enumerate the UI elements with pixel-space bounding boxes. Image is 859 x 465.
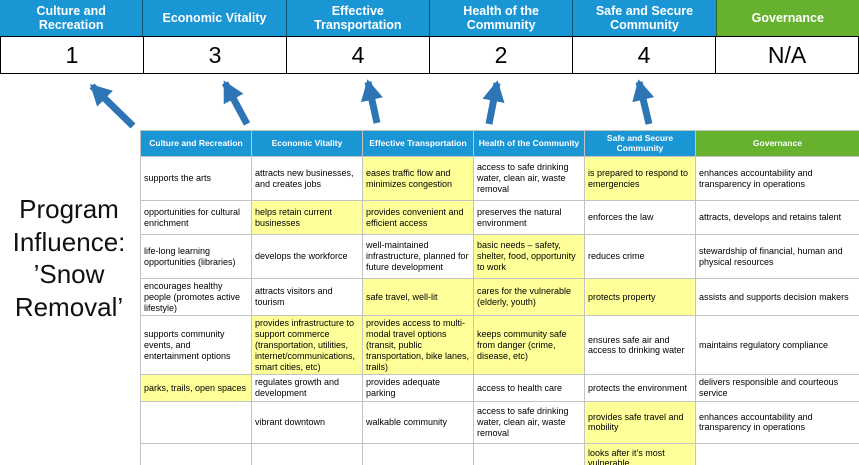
category-header-economic-vitality: Economic Vitality — [142, 0, 286, 36]
matrix-row-3: life-long learning opportunities (librar… — [140, 234, 859, 279]
matrix-row-8: looks after it's most vulnerable — [140, 442, 859, 465]
matrix-cell: develops the workforce — [251, 234, 363, 279]
matrix-row-6: parks, trails, open spaces regulates grow… — [140, 374, 859, 402]
matrix-cell: enhances accountability and transparency… — [695, 400, 859, 444]
matrix-cell: helps retain current businesses — [251, 200, 363, 235]
matrix-body: supports the arts attracts new businesses… — [140, 156, 859, 465]
matrix-cell: protects the environment — [584, 374, 696, 402]
up-arrow-icon — [632, 79, 655, 125]
matrix-cell — [140, 400, 252, 444]
category-score-effective-transportation: 4 — [287, 36, 430, 74]
matrix-cell: regulates growth and development — [251, 374, 363, 402]
matrix-cell: protects property — [584, 277, 696, 317]
summary-score-row: 1 3 4 2 4 N/A — [0, 36, 859, 74]
matrix-cell: attracts, develops and retains talent — [695, 200, 859, 235]
matrix-cell — [251, 442, 363, 465]
matrix-cell — [362, 442, 474, 465]
matrix-cell: enhances accountability and transparency… — [695, 156, 859, 201]
matrix-row-7: vibrant downtown walkable community access… — [140, 400, 859, 444]
category-header-safe-and-secure-community: Safe and Secure Community — [572, 0, 716, 36]
influence-matrix: Culture and Recreation Economic Vitality E… — [140, 130, 859, 465]
matrix-cell: parks, trails, open spaces — [140, 374, 252, 402]
matrix-row-5: supports community events, and entertain… — [140, 315, 859, 376]
program-label-line: Program — [19, 194, 119, 224]
matrix-cell: basic needs – safety, shelter, food, opp… — [473, 234, 585, 279]
matrix-cell: ensures safe air and access to drinking … — [584, 315, 696, 376]
matrix-cell: keeps community safe from danger (crime,… — [473, 315, 585, 376]
matrix-cell: assists and supports decision makers — [695, 277, 859, 317]
summary-header-row: Culture and Recreation Economic Vitality E… — [0, 0, 859, 36]
matrix-cell: supports the arts — [140, 156, 252, 201]
matrix-cell: provides safe travel and mobility — [584, 400, 696, 444]
matrix-cell: eases traffic flow and minimizes congest… — [362, 156, 474, 201]
matrix-header-row: Culture and Recreation Economic Vitality E… — [140, 130, 859, 157]
category-header-effective-transportation: Effective Transportation — [285, 0, 429, 36]
category-score-safe-and-secure-community: 4 — [573, 36, 716, 74]
matrix-header-governance: Governance — [695, 130, 859, 157]
category-score-health-of-the-community: 2 — [430, 36, 573, 74]
program-label-line: Removal’ — [14, 291, 124, 322]
matrix-cell: is prepared to respond to emergencies — [584, 156, 696, 201]
up-arrow-icon — [360, 79, 383, 124]
program-influence-label: Program Influence: ’Snow Removal’ — [0, 193, 138, 323]
matrix-header-culture-and-recreation: Culture and Recreation — [140, 130, 252, 157]
matrix-cell: reduces crime — [584, 234, 696, 279]
matrix-cell: access to safe drinking water, clean air… — [473, 156, 585, 201]
category-score-governance: N/A — [716, 36, 859, 74]
category-score-culture-and-recreation: 1 — [0, 36, 144, 74]
matrix-row-1: supports the arts attracts new businesses… — [140, 156, 859, 201]
matrix-cell: maintains regulatory compliance — [695, 315, 859, 376]
matrix-cell — [695, 442, 859, 465]
matrix-header-safe-and-secure-community: Safe and Secure Community — [584, 130, 696, 157]
program-label-line: Influence: — [12, 226, 126, 257]
matrix-cell: cares for the vulnerable (elderly, youth… — [473, 277, 585, 317]
matrix-cell: stewardship of financial, human and phys… — [695, 234, 859, 279]
up-arrow-icon — [221, 80, 251, 126]
matrix-row-4: encourages healthy people (promotes acti… — [140, 277, 859, 317]
up-arrow-icon — [89, 83, 136, 129]
category-header-culture-and-recreation: Culture and Recreation — [0, 0, 143, 36]
matrix-cell: supports community events, and entertain… — [140, 315, 252, 376]
matrix-cell: provides adequate parking — [362, 374, 474, 402]
category-header-health-of-the-community: Health of the Community — [428, 0, 573, 36]
matrix-cell: walkable community — [362, 400, 474, 444]
matrix-cell: access to health care — [473, 374, 585, 402]
matrix-cell: provides infrastructure to support comme… — [251, 315, 363, 376]
matrix-cell: well-maintained infrastructure, planned … — [362, 234, 474, 279]
matrix-cell: life-long learning opportunities (librar… — [140, 234, 252, 279]
matrix-cell: delivers responsible and courteous servi… — [695, 374, 859, 402]
arrows-layer — [89, 79, 655, 129]
matrix-row-2: opportunities for cultural enrichment hel… — [140, 200, 859, 235]
matrix-cell: looks after it's most vulnerable — [584, 442, 696, 465]
matrix-header-economic-vitality: Economic Vitality — [251, 130, 363, 157]
matrix-cell — [140, 442, 252, 465]
matrix-cell: attracts visitors and tourism — [251, 277, 363, 317]
matrix-cell: opportunities for cultural enrichment — [140, 200, 252, 235]
program-label-line: ’Snow — [33, 259, 105, 289]
matrix-cell: provides access to multi-modal travel op… — [362, 315, 474, 376]
matrix-cell: provides convenient and efficient access — [362, 200, 474, 235]
matrix-cell: access to safe drinking water, clean air… — [473, 400, 585, 444]
category-header-governance: Governance — [715, 0, 859, 36]
matrix-cell: safe travel, well-lit — [362, 277, 474, 317]
matrix-header-effective-transportation: Effective Transportation — [362, 130, 474, 157]
matrix-cell: enforces the law — [584, 200, 696, 235]
matrix-cell: attracts new businesses, and creates job… — [251, 156, 363, 201]
up-arrow-icon — [482, 80, 505, 125]
matrix-cell: preserves the natural environment — [473, 200, 585, 235]
matrix-cell: vibrant downtown — [251, 400, 363, 444]
matrix-cell — [473, 442, 585, 465]
matrix-header-health-of-the-community: Health of the Community — [473, 130, 585, 157]
matrix-cell: encourages healthy people (promotes acti… — [140, 277, 252, 317]
category-score-economic-vitality: 3 — [144, 36, 287, 74]
